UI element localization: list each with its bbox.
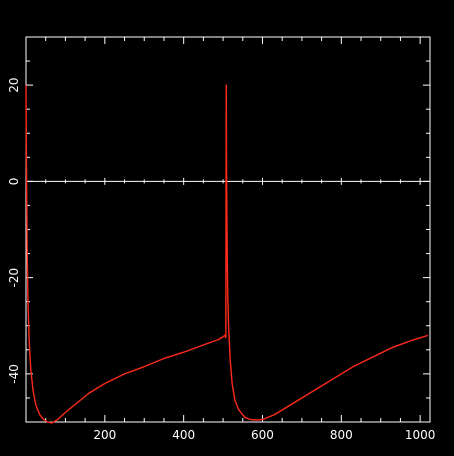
- y-tick-label: 0: [7, 178, 21, 186]
- y-tick-label: 20: [7, 77, 21, 92]
- series-layer: [25, 84, 429, 424]
- series-line-0: [25, 84, 429, 424]
- y-tick-label: -20: [7, 268, 21, 288]
- x-tick-label: 1000: [405, 428, 436, 442]
- x-tick-label: 800: [330, 428, 353, 442]
- x-tick-label: 600: [251, 428, 274, 442]
- x-tick-label: 200: [93, 428, 116, 442]
- y-tick-label: -40: [7, 364, 21, 384]
- x-tick-label: 400: [172, 428, 195, 442]
